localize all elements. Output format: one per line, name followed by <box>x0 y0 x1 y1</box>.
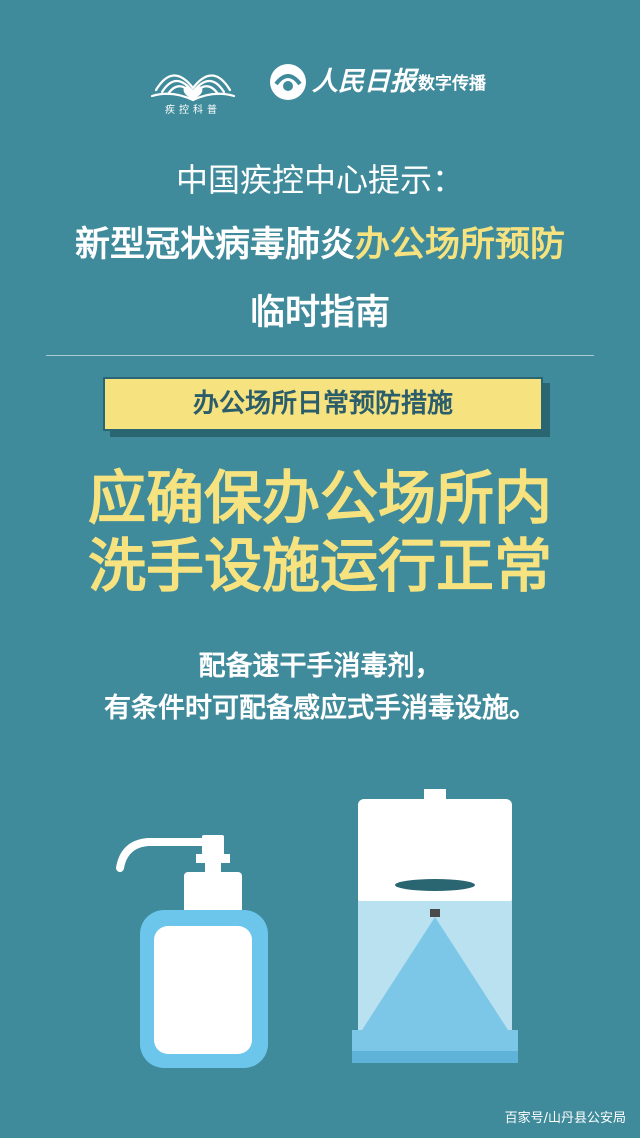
peoples-daily-emblem-icon <box>270 64 306 100</box>
pump-sanitizer-bottle-icon <box>116 835 268 1068</box>
logo-right-brand: 人民日报 <box>312 67 417 97</box>
automatic-sanitizer-dispenser-icon <box>352 789 518 1063</box>
logo-right-suffix: 数字传播 <box>418 74 486 94</box>
headline-line-1: 应确保办公场所内 <box>87 464 552 532</box>
body-text: 配备速干手消毒剂， 有条件时可配备感应式手消毒设施。 <box>0 646 640 730</box>
divider <box>46 355 594 356</box>
title-line-2-part-1: 新型冠状病毒肺炎 <box>74 225 355 265</box>
section-label: 办公场所日常预防措施 <box>103 377 543 431</box>
title-line-2: 新型冠状病毒肺炎办公场所预防 <box>0 222 640 268</box>
headline-line-2: 洗手设施运行正常 <box>87 532 552 600</box>
title-line-1: 中国疾控中心提示： <box>175 161 464 199</box>
headline: 应确保办公场所内 洗手设施运行正常 <box>0 464 640 600</box>
title-line-3: 临时指南 <box>249 293 390 333</box>
open-book-heart-icon <box>150 74 236 102</box>
body-line-2: 有条件时可配备感应式手消毒设施。 <box>104 693 536 724</box>
watermark: 百家号/山丹县公安局 <box>504 1111 626 1126</box>
title-line-2-highlight: 办公场所预防 <box>355 225 566 265</box>
logo-left-caption: 疾控科普 <box>165 105 221 116</box>
body-line-1: 配备速干手消毒剂， <box>198 651 442 682</box>
